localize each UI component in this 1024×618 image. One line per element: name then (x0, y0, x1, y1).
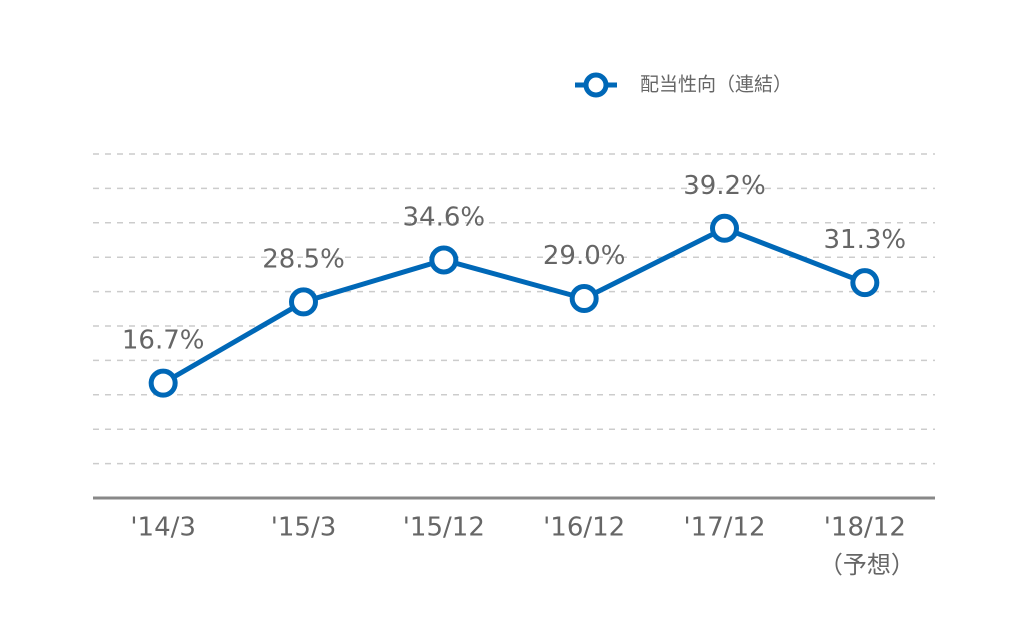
data-point (289, 287, 318, 317)
data-point (569, 283, 599, 313)
value-label: 29.0% (543, 241, 626, 271)
x-tick-label: '16/12 (543, 513, 625, 543)
data-point (148, 368, 178, 398)
value-label: 39.2% (683, 171, 766, 201)
x-note: （予想） (819, 551, 915, 579)
x-tick-label: '15/3 (271, 513, 337, 543)
data-point (710, 213, 739, 243)
x-tick-label: '14/3 (130, 513, 196, 543)
x-tick-label: '18/12 (824, 513, 906, 543)
value-label: 31.3% (824, 225, 907, 255)
data-point (429, 245, 459, 275)
x-tick-label: '17/12 (683, 513, 765, 543)
value-label: 16.7% (122, 326, 205, 356)
value-label: 34.6% (403, 202, 486, 232)
legend-label: 配当性向（連結） (640, 74, 792, 96)
legend-marker (583, 72, 609, 98)
data-point (850, 268, 880, 298)
series-line (161, 225, 866, 386)
x-tick-label: '15/12 (403, 513, 485, 543)
value-label: 28.5% (262, 244, 345, 274)
